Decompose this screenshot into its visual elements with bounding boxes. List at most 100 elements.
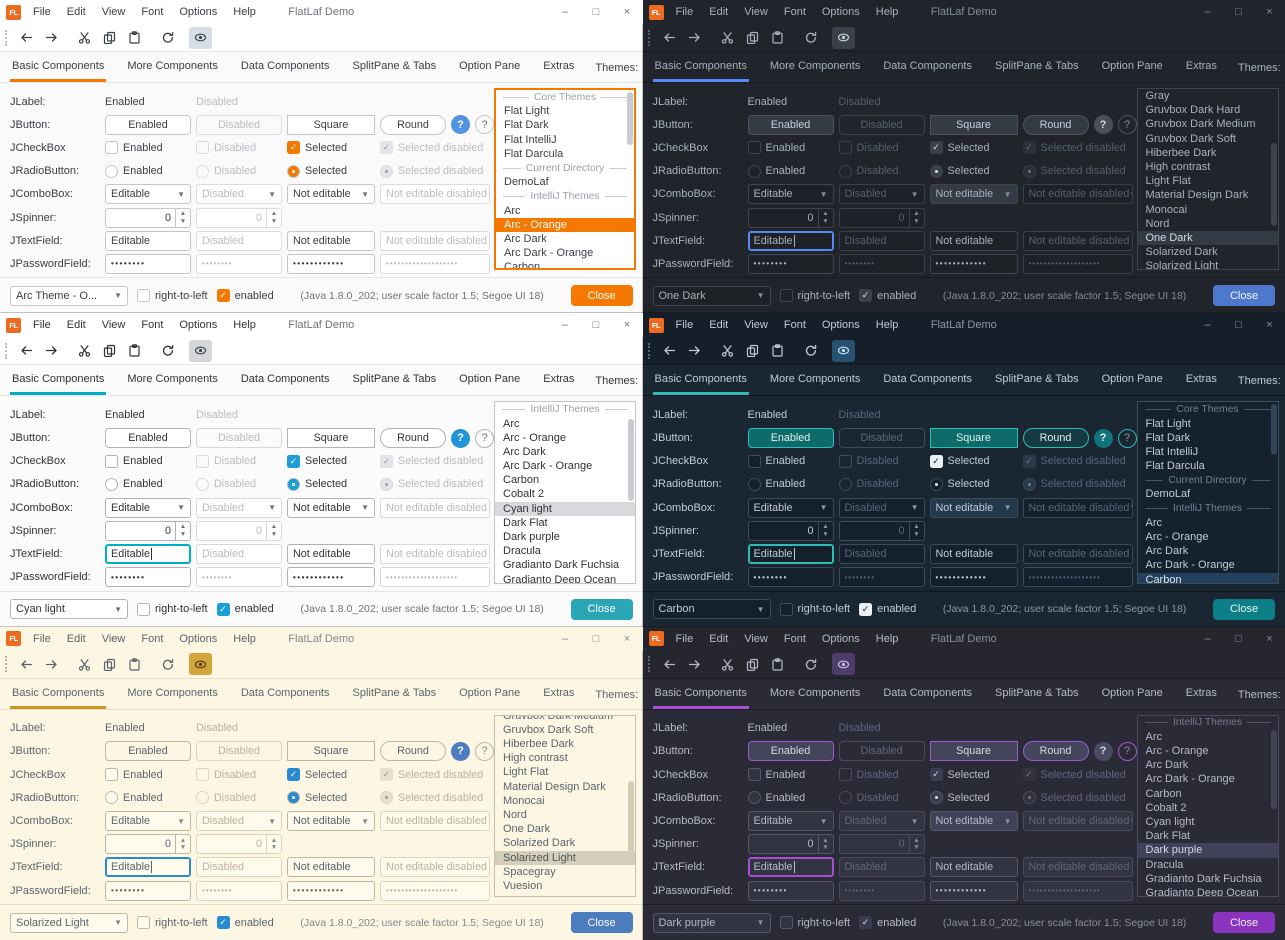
square-button[interactable]: Square [929, 428, 1018, 449]
tab-data-components[interactable]: Data Components [240, 373, 330, 386]
menu-help[interactable]: Help [875, 6, 899, 18]
textfield-not-editable[interactable]: Not editable [929, 544, 1018, 565]
themes-scrollbar[interactable] [627, 402, 635, 582]
checkbox-enabled[interactable]: Enabled [747, 454, 834, 468]
tab-option-pane[interactable]: Option Pane [459, 60, 521, 72]
help-button[interactable]: ? [451, 741, 470, 761]
theme-item[interactable]: Cobalt 2 [1145, 801, 1187, 814]
tab-data-components[interactable]: Data Components [240, 60, 330, 72]
spinner-enabled[interactable]: 0 ▲ ▼ [105, 520, 191, 541]
passwordfield-not-editable[interactable]: •••••••••••• [287, 253, 375, 274]
show-hidden-eye-toggle[interactable] [189, 339, 212, 362]
radio-selected[interactable]: Selected [929, 164, 1018, 178]
textfield-not-editable[interactable]: Not editable [287, 544, 375, 565]
combobox-editable[interactable]: Editable ▼ [105, 811, 191, 831]
theme-item[interactable]: Carbon [1145, 787, 1182, 800]
show-hidden-eye-toggle[interactable] [831, 26, 855, 49]
menu-help[interactable]: Help [875, 632, 899, 645]
theme-item[interactable]: Gruvbox Dark Medium [1145, 118, 1256, 131]
help-button-plain[interactable]: ? [1117, 428, 1137, 448]
theme-item[interactable]: Dark Flat [503, 516, 548, 529]
help-button[interactable]: ? [1093, 115, 1113, 135]
theme-item[interactable]: Monocai [503, 794, 545, 807]
theme-item[interactable]: Dracula [1145, 858, 1184, 871]
theme-item[interactable]: Dark purple [1137, 843, 1278, 858]
minimize-icon[interactable]: – [561, 6, 569, 18]
tab-extras[interactable]: Extras [1185, 373, 1217, 386]
back-button[interactable] [658, 340, 681, 362]
theme-item[interactable]: One Dark [1137, 230, 1278, 246]
right-to-left-checkbox[interactable]: right-to-left [779, 916, 850, 929]
maximize-icon[interactable]: □ [592, 632, 600, 645]
radio-selected[interactable]: Selected [929, 477, 1018, 491]
back-button[interactable] [15, 653, 38, 675]
passwordfield-enabled[interactable]: •••••••• [105, 567, 191, 588]
help-button-plain[interactable]: ? [475, 428, 494, 448]
passwordfield-not-editable[interactable]: •••••••••••• [929, 880, 1018, 901]
enabled-checkbox[interactable]: ✓ enabled [859, 916, 916, 929]
textfield-editable[interactable]: Editable [105, 544, 191, 565]
tab-option-pane[interactable]: Option Pane [459, 686, 521, 699]
spinner-enabled[interactable]: 0 ▲ ▼ [747, 520, 834, 541]
radio-selected[interactable]: Selected [929, 791, 1018, 805]
tab-basic-components[interactable]: Basic Components [10, 687, 107, 709]
combobox-not-editable[interactable]: Not editable ▼ [287, 811, 375, 831]
textfield-editable[interactable]: Editable [105, 857, 191, 878]
close-button[interactable]: Close [1213, 912, 1275, 933]
spinner-enabled[interactable]: 0 ▲ ▼ [105, 834, 191, 855]
minimize-icon[interactable]: – [561, 632, 569, 645]
paste-icon-button[interactable] [766, 653, 789, 675]
theme-item[interactable]: Flat Light [1145, 417, 1191, 430]
forward-button[interactable] [40, 340, 63, 362]
menu-help[interactable]: Help [233, 319, 256, 332]
tab-extras[interactable]: Extras [1185, 686, 1217, 699]
minimize-icon[interactable]: – [1204, 319, 1211, 332]
maximize-icon[interactable]: □ [1235, 6, 1242, 18]
right-to-left-checkbox[interactable]: right-to-left [137, 602, 208, 616]
paste-icon-button[interactable] [123, 340, 146, 362]
checkbox-selected[interactable]: ✓ Selected [287, 768, 375, 782]
close-window-icon[interactable]: × [1266, 6, 1273, 18]
theme-combo[interactable]: Solarized Light ▼ [10, 912, 128, 933]
refresh-icon-button[interactable] [799, 340, 822, 362]
theme-item[interactable]: One Dark [503, 823, 551, 836]
themes-scrollbar[interactable] [1270, 89, 1278, 269]
theme-item[interactable]: Arc - Orange [503, 431, 566, 444]
menu-help[interactable]: Help [233, 632, 256, 645]
theme-item[interactable]: Arc Dark - Orange [503, 460, 593, 473]
tab-splitpane-tabs[interactable]: SplitPane & Tabs [995, 373, 1079, 386]
toolbar-grip[interactable] [647, 342, 653, 359]
close-window-icon[interactable]: × [623, 319, 631, 332]
back-button[interactable] [658, 653, 681, 675]
theme-item[interactable]: Solarized Light [1145, 260, 1219, 271]
menu-view[interactable]: View [744, 632, 768, 645]
show-hidden-eye-toggle[interactable] [189, 653, 212, 676]
close-button[interactable]: Close [1213, 285, 1275, 307]
menu-edit[interactable]: Edit [66, 6, 86, 18]
forward-button[interactable] [683, 340, 706, 362]
cut-icon-button[interactable] [73, 653, 96, 675]
theme-item[interactable]: Arc Dark - Orange [1145, 559, 1235, 572]
menu-font[interactable]: Font [783, 632, 806, 645]
theme-combo[interactable]: Arc Theme - O... ▼ [10, 285, 128, 306]
theme-item[interactable]: Flat Light [504, 105, 550, 118]
passwordfield-not-editable[interactable]: •••••••••••• [929, 567, 1018, 588]
minimize-icon[interactable]: – [1204, 6, 1211, 18]
combobox-not-editable[interactable]: Not editable ▼ [287, 184, 375, 205]
cut-icon-button[interactable] [73, 27, 96, 49]
theme-item[interactable]: Gruvbox Dark Hard [1145, 104, 1241, 117]
tab-more-components[interactable]: More Components [127, 686, 218, 699]
round-button[interactable]: Round [380, 428, 446, 449]
tab-basic-components[interactable]: Basic Components [652, 687, 749, 709]
passwordfield-not-editable[interactable]: •••••••••••• [287, 880, 375, 901]
radio-enabled[interactable]: Enabled [105, 477, 191, 491]
checkbox-enabled[interactable]: Enabled [105, 768, 191, 782]
textfield-editable[interactable]: Editable [747, 544, 834, 565]
combobox-editable[interactable]: Editable ▼ [747, 184, 834, 205]
theme-item[interactable]: High contrast [503, 752, 568, 765]
copy-icon-button[interactable] [741, 340, 764, 362]
theme-item[interactable]: Solarized Light [495, 850, 635, 865]
refresh-icon-button[interactable] [156, 27, 179, 49]
theme-item[interactable]: Arc Dark - Orange [504, 247, 594, 260]
cut-icon-button[interactable] [716, 653, 739, 675]
